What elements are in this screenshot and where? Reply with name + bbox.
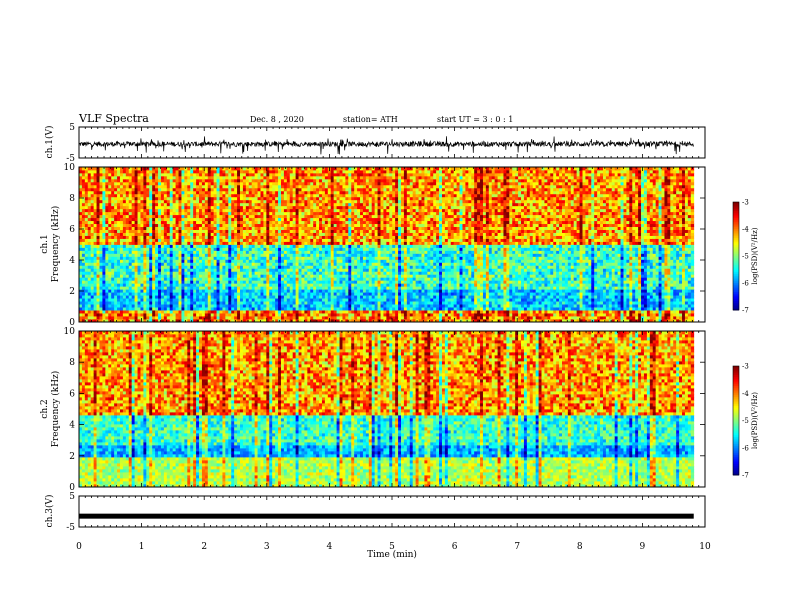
ch2-spectrogram-freq-tick-8: 8 <box>69 358 75 368</box>
figure-title: VLF Spectra <box>78 112 149 125</box>
colorbar-label: log(PSD)(V²/Hz) <box>751 392 759 449</box>
ch1-spectrogram-freq-tick-6: 6 <box>69 225 75 235</box>
colorbar-tick--4: -4 <box>742 390 749 398</box>
colorbar-tick--7: -7 <box>742 472 749 480</box>
colorbar-tick--4: -4 <box>742 226 749 234</box>
ch1-spectrogram-freq-tick-4: 4 <box>69 256 75 266</box>
colorbar-label: log(PSD)(V²/Hz) <box>751 227 759 284</box>
colorbar-tick--6: -6 <box>742 280 749 288</box>
ch1-voltage-tick--5: -5 <box>66 154 75 164</box>
ch2-spectrogram-freq-tick-4: 4 <box>69 421 75 431</box>
ch1-freq-label-2: Frequency (kHz) <box>50 206 61 283</box>
ch3-waveform-line <box>79 513 694 519</box>
colorbar-tick--3: -3 <box>742 199 749 207</box>
ch1-spectrogram-panel: 0 2 4 6 8 10 <box>64 163 706 328</box>
time-tick-4: 4 <box>327 542 333 552</box>
ch3-voltage-label: ch.3(V) <box>44 495 55 528</box>
ch2-spectrogram-colorbar: -3 -4 -5 -6 -7 log(PSD)(V²/Hz) <box>732 363 759 480</box>
ch1-spectrogram-freq-tick-0: 0 <box>69 318 75 328</box>
time-tick-9: 9 <box>640 542 646 552</box>
date-label: Dec. 8 , 2020 <box>250 115 304 124</box>
ch2-spectrogram-freq-tick-10: 10 <box>64 327 76 337</box>
ch2-spectrogram-freq-tick-2: 2 <box>69 452 75 462</box>
colorbar-tick--5: -5 <box>742 253 749 261</box>
ch1-voltage-tick-5: 5 <box>69 123 75 133</box>
ch1-spectrogram-freq-tick-2: 2 <box>69 287 75 297</box>
ch2-freq-label-1: ch.2 <box>40 399 50 418</box>
station-label: station= ATH <box>343 115 398 124</box>
ch2-spectrogram-freq-tick-0: 0 <box>69 483 75 493</box>
ch1-voltage-label: ch.1(V) <box>44 126 55 159</box>
time-tick-7: 7 <box>514 542 520 552</box>
time-tick-0: 0 <box>76 542 82 552</box>
ch1-waveform-line <box>78 136 694 155</box>
ch1-freq-label-1: ch.1 <box>40 234 50 253</box>
ch1-spectrogram-freq-tick-8: 8 <box>69 194 75 204</box>
ch1-spectrogram-freq-tick-10: 10 <box>64 163 76 173</box>
time-axis-label: Time (min) <box>367 549 417 560</box>
ch3-voltage-tick--5: -5 <box>66 523 75 533</box>
ch2-spectrogram-cells <box>79 331 695 488</box>
ch2-spectrogram-panel: 0 2 4 6 8 10 <box>64 327 706 493</box>
colorbar-tick--3: -3 <box>742 363 749 371</box>
ch3-waveform-frame <box>78 495 706 528</box>
ch2-spectrogram-freq-tick-6: 6 <box>69 389 75 399</box>
ch3-waveform-panel: 5 -5 <box>66 492 706 533</box>
time-tick-1: 1 <box>139 542 145 552</box>
colorbar-tick--7: -7 <box>742 307 749 315</box>
time-tick-3: 3 <box>264 542 270 552</box>
time-tick-8: 8 <box>577 542 583 552</box>
ch1-spectrogram-colorbar: -3 -4 -5 -6 -7 log(PSD)(V²/Hz) <box>732 199 759 315</box>
time-axis: 0 1 2 3 4 5 6 7 8 9 10 <box>76 542 711 552</box>
time-tick-10: 10 <box>699 542 711 552</box>
ch1-spectrogram-cells <box>79 167 695 323</box>
time-tick-5: 5 <box>389 542 395 552</box>
colorbars: -3 -4 -5 -6 -7 log(PSD)(V²/Hz) -3 -4 -5 -6 -7 log(P… <box>732 199 759 480</box>
start-time-label: start UT = 3 : 0 : 1 <box>437 115 513 124</box>
ch2-freq-label-2: Frequency (kHz) <box>50 371 61 448</box>
ch3-voltage-tick-5: 5 <box>69 492 75 502</box>
time-tick-6: 6 <box>452 542 458 552</box>
ch1-waveform-panel: 5 -5 <box>66 123 706 164</box>
colorbar-tick--5: -5 <box>742 417 749 425</box>
colorbar-tick--6: -6 <box>742 444 749 452</box>
time-tick-2: 2 <box>201 542 207 552</box>
